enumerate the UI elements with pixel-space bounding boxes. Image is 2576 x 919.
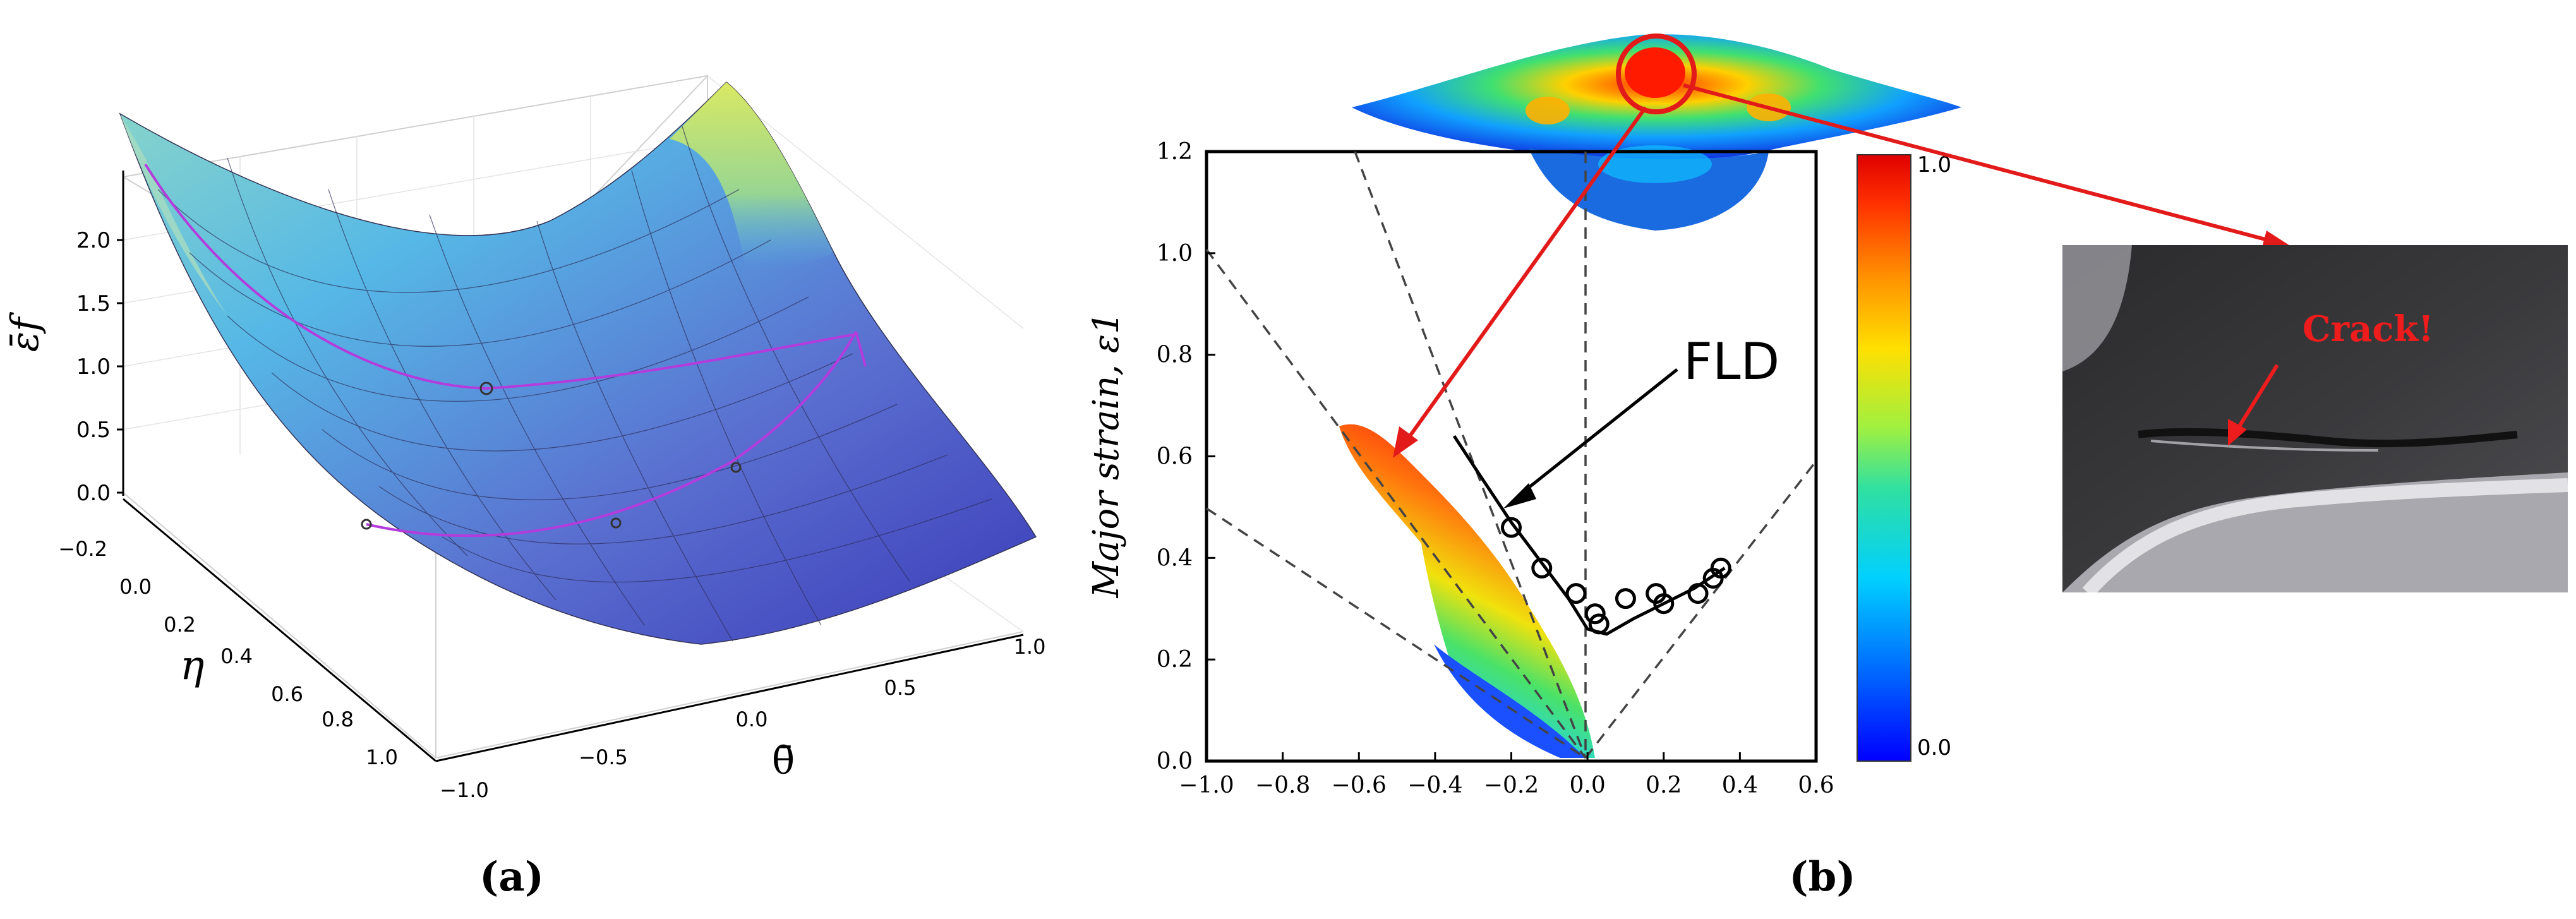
fld-curve	[1452, 435, 1726, 636]
y-tick-label-5: 1.0	[1157, 241, 1193, 267]
eta-tick-0: −0.2	[58, 537, 107, 561]
x-tick-label-1: −0.8	[1255, 772, 1310, 798]
z-tick-4: 2.0	[76, 228, 111, 253]
eta-tick-2: 0.2	[164, 613, 196, 637]
curve-markers	[361, 381, 742, 530]
stress-state-curves	[144, 163, 867, 538]
experimental-point-2	[1565, 583, 1587, 604]
hotspot-ring	[1616, 33, 1697, 114]
experimental-point-0	[1501, 517, 1522, 538]
y-tick-label-3: 0.6	[1157, 444, 1193, 470]
surface-high-region	[670, 82, 834, 268]
deformed-part-contour	[1352, 34, 1961, 231]
y-tick-label-0: 0.0	[1157, 748, 1193, 774]
caption-b: (b)	[1789, 853, 1855, 901]
eta-tick-1: 0.0	[119, 575, 152, 599]
theta-tick-2: 0.0	[736, 707, 768, 731]
fld-pointer-arrow	[1503, 368, 1678, 508]
y-tick-label-6: 1.2	[1157, 139, 1193, 165]
fld-marks	[1452, 435, 1731, 636]
experimental-point-1	[1531, 557, 1553, 579]
x-tick-label-7: 0.4	[1722, 772, 1758, 798]
eta-tick-4: 0.6	[271, 682, 303, 706]
colorbar	[1857, 154, 1911, 762]
x-tick-label-5: 0.0	[1569, 772, 1605, 798]
theta-tick-4: 1.0	[1014, 635, 1046, 659]
crack-photo: Crack!	[2062, 245, 2568, 592]
strain-distribution-cloud	[1339, 424, 1595, 758]
x-tick-label-0: −1.0	[1179, 772, 1234, 798]
y-tick-label-4: 0.8	[1157, 342, 1193, 368]
x-tick-label-2: −0.6	[1332, 772, 1387, 798]
experimental-point-5	[1615, 588, 1636, 610]
hotspot-to-photo-arrow	[1683, 83, 2293, 255]
colorbar-min-label: 0.0	[1917, 735, 1951, 760]
theta-tick-1: −0.5	[579, 745, 628, 769]
y-axis-label: Major strain, ε1	[1086, 311, 1127, 598]
experimental-point-7	[1653, 593, 1675, 615]
z-tick-3: 1.5	[76, 291, 111, 316]
eta-axis: −0.2 0.0 0.2 0.4 0.6 0.8 1.0 η	[58, 498, 436, 769]
z-tick-0: 0.0	[76, 481, 111, 506]
fld-axes: −1.0 −0.8 −0.6 −0.4 −0.2 0.0 0.2 0.4 0.6 0.0 0.2 0.…	[1157, 139, 1834, 798]
experimental-point-10	[1710, 557, 1731, 579]
eta-tick-3: 0.4	[220, 644, 253, 668]
eta-tick-5: 0.8	[322, 707, 354, 731]
crack-callout-arrow	[2228, 364, 2279, 446]
x-tick-label-4: −0.2	[1484, 772, 1539, 798]
eta-tick-6: 1.0	[366, 745, 398, 769]
theta-axis-label: θ̄	[772, 739, 795, 783]
strain-path-lines	[1205, 151, 1817, 759]
caption-a: (a)	[479, 853, 544, 901]
experimental-point-3	[1584, 603, 1606, 625]
x-tick-label-3: −0.4	[1407, 772, 1462, 798]
panel-a-surface-plot: 0.0 0.5 1.0 1.5 2.0 ε̄f −0.2 0.0 0.2 0.4…	[3, 75, 1046, 802]
experimental-point-4	[1588, 613, 1610, 635]
theta-tick-3: 0.5	[884, 676, 917, 700]
z-axis-label: ε̄f	[3, 311, 47, 352]
theta-axis: −1.0 −0.5 0.0 0.5 1.0 θ̄	[435, 634, 1046, 802]
panel-b-fld-plot: −1.0 −0.8 −0.6 −0.4 −0.2 0.0 0.2 0.4 0.6 0.0 0.2 0.…	[1086, 33, 2293, 798]
hotspot-to-plot-arrow	[1393, 106, 1647, 458]
eta-axis-label: η	[180, 642, 204, 689]
failure-strain-surface	[119, 81, 1037, 645]
fld-label: FLD	[1683, 332, 1779, 391]
experimental-point-8	[1687, 583, 1709, 604]
z-tick-1: 0.5	[76, 417, 111, 443]
crack-label: Crack!	[2302, 308, 2434, 350]
theta-tick-0: −1.0	[440, 778, 489, 802]
x-tick-label-6: 0.2	[1646, 772, 1682, 798]
x-tick-label-8: 0.6	[1798, 772, 1834, 798]
surface-left-edge-region	[120, 114, 227, 316]
z-axis: 0.0 0.5 1.0 1.5 2.0 ε̄f	[3, 171, 124, 506]
y-tick-label-1: 0.2	[1157, 647, 1193, 673]
surface-mesh	[157, 126, 992, 642]
y-tick-label-2: 0.4	[1157, 545, 1193, 571]
z-tick-2: 1.0	[76, 354, 111, 380]
